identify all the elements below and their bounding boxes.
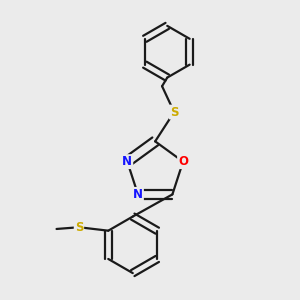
Text: S: S	[170, 106, 178, 118]
Text: N: N	[133, 188, 143, 201]
Text: S: S	[75, 221, 83, 234]
Text: O: O	[178, 155, 188, 168]
Text: N: N	[122, 155, 132, 168]
